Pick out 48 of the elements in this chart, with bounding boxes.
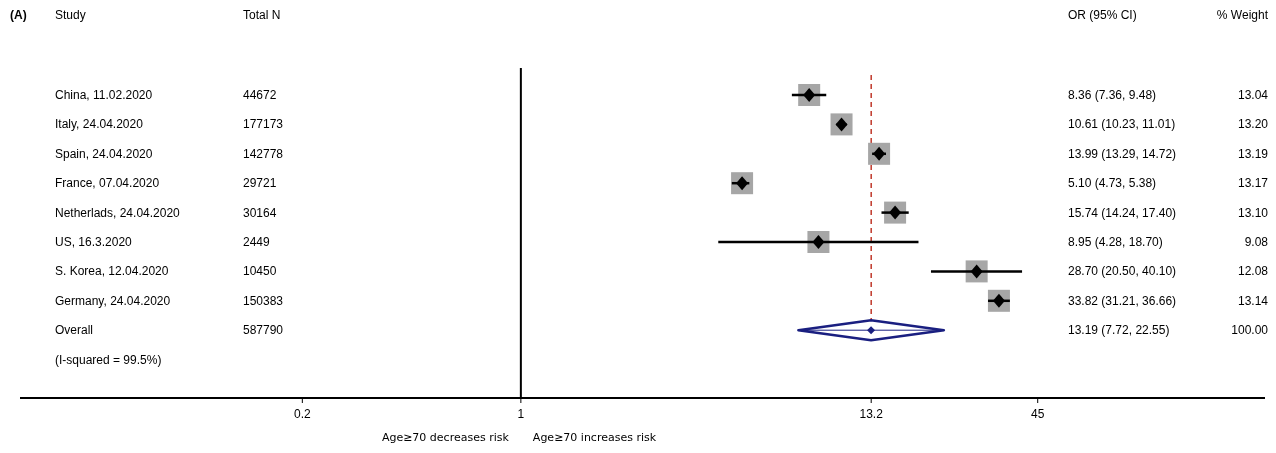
- x-tick-label: 1: [517, 407, 525, 421]
- annotation: 13.19 (7.72, 22.55): [1068, 323, 1170, 338]
- annotation: 8.36 (7.36, 9.48): [1068, 88, 1157, 102]
- annotation: 15.74 (14.24, 17.40): [1068, 205, 1177, 220]
- x-tick-label: 45: [1031, 407, 1045, 421]
- annotation: 10450: [243, 264, 277, 279]
- annotation: 2449: [243, 235, 271, 249]
- annotation: 13.14: [1237, 293, 1269, 308]
- annotation: 150383: [243, 293, 284, 308]
- text: OR (95% CI): [1068, 8, 1137, 22]
- text: % Weight: [1216, 8, 1269, 22]
- text: Study: [55, 8, 86, 22]
- y-tick-label: Germany, 24.04.2020: [55, 293, 171, 308]
- y-tick-label: (I-squared = 99.5%): [55, 352, 162, 367]
- annotation: 13.17: [1237, 176, 1269, 191]
- x-tick-label: 0.2: [293, 407, 311, 421]
- x-tick-label: 13.2: [859, 407, 884, 421]
- annotation: 29721: [243, 176, 277, 191]
- y-tick-label: US, 16.3.2020: [55, 235, 133, 249]
- annotation: 12.08: [1237, 264, 1269, 279]
- annotation: 9.08: [1244, 235, 1269, 249]
- annotation: 100.00: [1231, 323, 1269, 338]
- y-tick-label: Netherlads, 24.04.2020: [55, 205, 181, 220]
- annotation: 13.04: [1237, 88, 1269, 102]
- annotation: 44672: [243, 88, 277, 102]
- annotation: 13.19: [1237, 146, 1269, 161]
- text: Total N: [243, 8, 281, 22]
- annotation: 587790: [243, 323, 284, 338]
- annotation: 177173: [243, 117, 284, 132]
- y-tick-label: Overall: [55, 323, 94, 338]
- annotation: 13.99 (13.29, 14.72): [1068, 146, 1177, 161]
- annotation: 142778: [243, 146, 284, 161]
- annotation: 30164: [243, 205, 277, 220]
- y-tick-label: Italy, 24.04.2020: [55, 117, 144, 132]
- y-tick-label: China, 11.02.2020: [55, 88, 153, 102]
- annotation: 8.95 (4.28, 18.70): [1068, 235, 1163, 249]
- annotation: 5.10 (4.73, 5.38): [1068, 176, 1157, 191]
- text: Age≥70 increases risk: [532, 431, 657, 444]
- annotation: 28.70 (20.50, 40.10): [1068, 264, 1177, 279]
- annotation: 13.20: [1237, 117, 1269, 132]
- y-tick-label: Spain, 24.04.2020: [55, 146, 153, 161]
- annotation: 13.10: [1237, 205, 1269, 220]
- text: Age≥70 decreases risk: [381, 431, 510, 444]
- annotation: 33.82 (31.21, 36.66): [1068, 293, 1177, 308]
- annotation: 10.61 (10.23, 11.01): [1068, 117, 1176, 132]
- chart-title: (A): [10, 8, 27, 22]
- y-tick-label: S. Korea, 12.04.2020: [55, 264, 169, 279]
- y-tick-label: France, 07.04.2020: [55, 176, 160, 191]
